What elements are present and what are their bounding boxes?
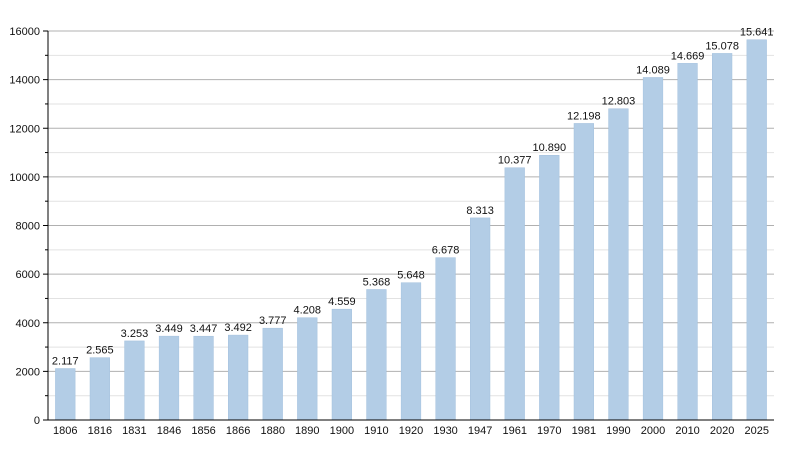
y-tick-label: 2000 <box>16 366 40 378</box>
y-tick-label: 16000 <box>9 26 40 38</box>
data-label: 4.559 <box>328 296 356 308</box>
x-tick-label: 1890 <box>295 425 319 437</box>
bar <box>400 282 422 421</box>
data-label: 8.313 <box>466 205 494 217</box>
labels: 0 2000 4000 6000 8000 10000 12000 14000 16000 180… <box>9 26 773 437</box>
bar <box>608 108 629 421</box>
data-label: 2.565 <box>86 345 114 357</box>
data-label: 15.641 <box>740 27 774 39</box>
data-label: 6.678 <box>432 245 460 257</box>
x-tick-label: 1866 <box>226 425 250 437</box>
data-label: 10.890 <box>532 142 566 154</box>
bar <box>573 123 594 421</box>
data-label: 5.368 <box>363 276 391 288</box>
x-tick-label: 1816 <box>88 425 112 437</box>
bar <box>712 53 733 421</box>
data-label: 15.078 <box>705 40 739 52</box>
bar <box>642 77 664 421</box>
x-tick-label: 1961 <box>502 425 526 437</box>
bar <box>746 39 767 421</box>
data-label: 3.253 <box>121 328 149 340</box>
bar <box>193 335 214 421</box>
x-tick-label: 1880 <box>260 425 284 437</box>
x-tick-label: 2020 <box>710 425 734 437</box>
x-tick-label: 2025 <box>744 425 768 437</box>
y-tick-label: 4000 <box>16 318 40 330</box>
x-tick-label: 1846 <box>157 425 181 437</box>
bar <box>331 308 352 421</box>
x-tick-label: 1831 <box>122 425 146 437</box>
x-tick-label: 1856 <box>191 425 215 437</box>
bar <box>297 317 318 421</box>
data-label: 3.777 <box>259 315 287 327</box>
data-label: 14.089 <box>636 64 670 76</box>
data-label: 3.449 <box>155 323 183 335</box>
bar <box>89 357 110 421</box>
data-label: 12.803 <box>602 96 636 108</box>
x-tick-label: 1920 <box>399 425 423 437</box>
data-label: 2.117 <box>52 356 79 368</box>
bar <box>55 368 76 421</box>
data-label: 3.447 <box>190 323 218 335</box>
bar <box>124 340 145 421</box>
data-label: 14.669 <box>671 50 705 62</box>
bar <box>539 154 560 421</box>
x-tick-label: 1900 <box>330 425 354 437</box>
bar <box>504 167 525 421</box>
y-tick-label: 14000 <box>9 75 40 87</box>
x-tick-label: 1910 <box>364 425 388 437</box>
x-tick-label: 1947 <box>468 425 492 437</box>
x-tick-label: 2010 <box>675 425 699 437</box>
y-tick-label: 6000 <box>16 269 40 281</box>
y-tick-label: 0 <box>34 415 40 427</box>
x-tick-label: 1806 <box>53 425 77 437</box>
y-tick-label: 8000 <box>16 221 40 233</box>
bars <box>55 39 767 421</box>
x-tick-label: 1970 <box>537 425 561 437</box>
bar <box>677 63 698 421</box>
bar <box>470 217 491 421</box>
x-tick-label: 1930 <box>433 425 457 437</box>
data-label: 12.198 <box>567 110 601 122</box>
bar <box>435 257 456 421</box>
data-label: 3.492 <box>224 322 252 334</box>
data-label: 5.648 <box>397 270 425 282</box>
data-label: 10.377 <box>498 155 532 167</box>
x-tick-label: 1981 <box>572 425 596 437</box>
data-label: 4.208 <box>294 305 322 317</box>
y-tick-label: 12000 <box>9 123 40 135</box>
bar <box>262 327 283 421</box>
x-tick-label: 1990 <box>606 425 630 437</box>
y-tick-label: 10000 <box>9 172 40 184</box>
axes <box>43 30 774 421</box>
bar <box>366 289 387 421</box>
x-tick-label: 2000 <box>641 425 665 437</box>
bar <box>158 335 180 421</box>
bar <box>228 334 249 421</box>
